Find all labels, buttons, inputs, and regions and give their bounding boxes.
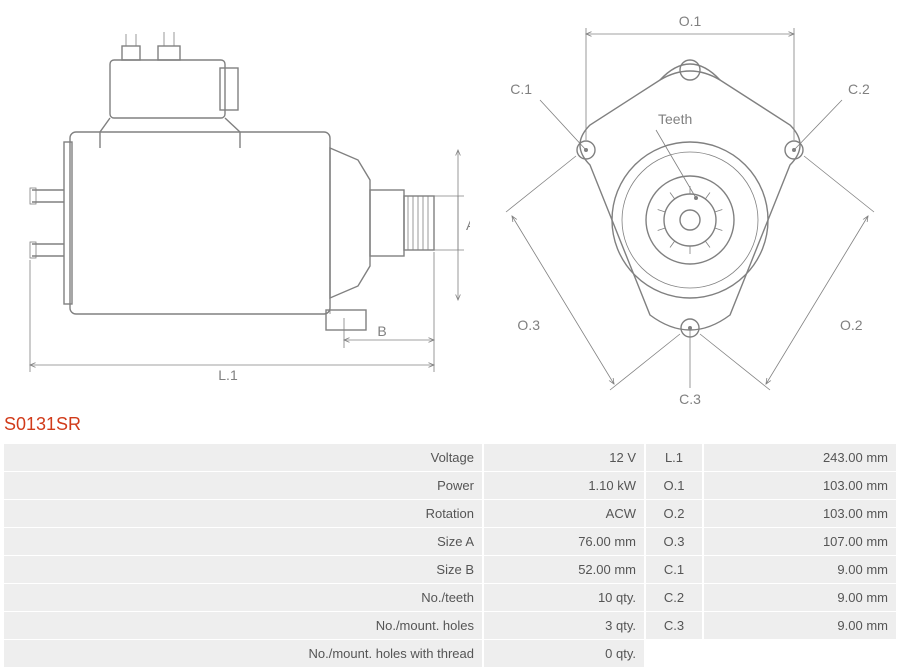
spec-label-right: C.1 [646, 556, 702, 583]
dim-label-l1: L.1 [218, 367, 238, 380]
spec-table: Voltage12 VL.1243.00 mmPower1.10 kWO.110… [2, 443, 898, 668]
spec-value-left: 10 qty. [484, 584, 644, 611]
spec-value-right: 9.00 mm [704, 556, 896, 583]
page-root: A B L.1 [0, 0, 900, 668]
spec-row: No./teeth10 qty.C.29.00 mm [4, 584, 896, 611]
spec-label-right: L.1 [646, 444, 702, 471]
spec-label-right: O.3 [646, 528, 702, 555]
spec-label-left: No./teeth [4, 584, 482, 611]
spec-label-right: O.1 [646, 472, 702, 499]
spec-value-right: 103.00 mm [704, 472, 896, 499]
front-face-drawing: C.1 C.2 C.3 Teeth [490, 10, 890, 410]
spec-label-left: No./mount. holes with thread [4, 640, 482, 667]
spec-value-left: 1.10 kW [484, 472, 644, 499]
dim-label-o1: O.1 [679, 13, 702, 29]
dim-label-c2: C.2 [848, 81, 870, 97]
spec-row: Size A76.00 mmO.3107.00 mm [4, 528, 896, 555]
spec-value-right: 243.00 mm [704, 444, 896, 471]
side-view-svg: A B L.1 [10, 20, 470, 380]
dim-label-o2: O.2 [840, 317, 863, 333]
spec-row: RotationACWO.2103.00 mm [4, 500, 896, 527]
front-view-svg: C.1 C.2 C.3 Teeth [490, 10, 890, 410]
spec-value-left: 12 V [484, 444, 644, 471]
spec-value-left: ACW [484, 500, 644, 527]
spec-label-left: Size B [4, 556, 482, 583]
spec-value-left: 76.00 mm [484, 528, 644, 555]
spec-label-left: Voltage [4, 444, 482, 471]
dim-label-c3: C.3 [679, 391, 701, 407]
spec-row: No./mount. holes with thread0 qty. [4, 640, 896, 667]
part-number: S0131SR [0, 410, 900, 443]
spec-row: Size B52.00 mmC.19.00 mm [4, 556, 896, 583]
spec-value-right: 9.00 mm [704, 612, 896, 639]
spec-value-right: 107.00 mm [704, 528, 896, 555]
dim-label-o3: O.3 [517, 317, 540, 333]
side-elevation-drawing: A B L.1 [10, 20, 470, 380]
spec-row: Voltage12 VL.1243.00 mm [4, 444, 896, 471]
spec-value-right: 103.00 mm [704, 500, 896, 527]
dim-label-b: B [377, 323, 386, 339]
spec-value-right: 9.00 mm [704, 584, 896, 611]
spec-value-left: 3 qty. [484, 612, 644, 639]
spec-label-right: C.3 [646, 612, 702, 639]
spec-row: No./mount. holes3 qty.C.39.00 mm [4, 612, 896, 639]
spec-label-left: Size A [4, 528, 482, 555]
spec-value-left: 0 qty. [484, 640, 644, 667]
spec-value-left: 52.00 mm [484, 556, 644, 583]
spec-row: Power1.10 kWO.1103.00 mm [4, 472, 896, 499]
spec-label-right: O.2 [646, 500, 702, 527]
dim-label-teeth: Teeth [658, 111, 692, 127]
dim-label-c1: C.1 [510, 81, 532, 97]
spec-label-left: No./mount. holes [4, 612, 482, 639]
spec-label-right: C.2 [646, 584, 702, 611]
dim-label-a: A [466, 217, 470, 233]
diagram-area: A B L.1 [0, 0, 900, 410]
spec-label-left: Rotation [4, 500, 482, 527]
spec-label-left: Power [4, 472, 482, 499]
